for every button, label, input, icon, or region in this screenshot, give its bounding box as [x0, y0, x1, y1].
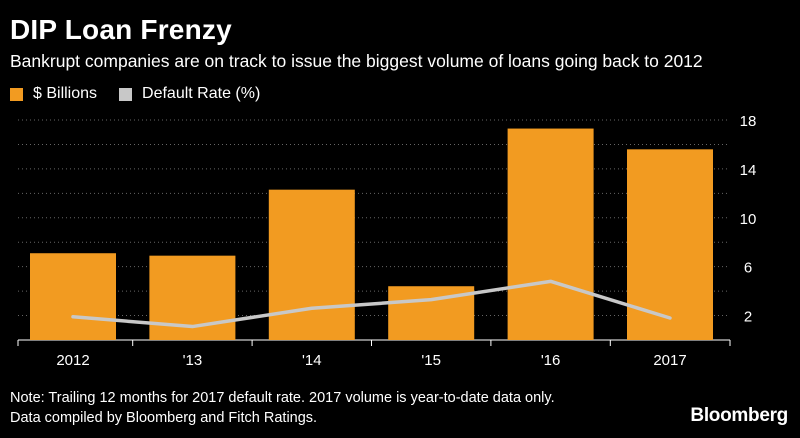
- y-tick-label: 10: [740, 211, 757, 228]
- legend: $ Billions Default Rate (%): [10, 85, 282, 103]
- footnote-line-1: Note: Trailing 12 months for 2017 defaul…: [10, 390, 555, 406]
- x-tick-label: 2012: [56, 352, 89, 369]
- legend-item-default-rate: Default Rate (%): [119, 85, 260, 103]
- footnote: Note: Trailing 12 months for 2017 defaul…: [10, 388, 555, 428]
- chart-subtitle: Bankrupt companies are on track to issue…: [10, 51, 703, 71]
- footnote-line-2: Data compiled by Bloomberg and Fitch Rat…: [10, 410, 318, 426]
- legend-swatch-default-rate: [119, 87, 133, 101]
- bar-5: [627, 149, 713, 340]
- y-tick-label: 14: [740, 162, 757, 179]
- bar-2: [268, 189, 355, 340]
- x-tick-label: '13: [183, 352, 203, 369]
- legend-item-billions: $ Billions: [10, 85, 97, 103]
- chart-title: DIP Loan Frenzy: [10, 14, 232, 45]
- y-tick-label: 6: [744, 260, 752, 277]
- bloomberg-logo: Bloomberg: [690, 405, 788, 426]
- y-tick-label: 2: [744, 309, 752, 326]
- x-tick-label: 2017: [653, 352, 686, 369]
- x-tick-label: '14: [302, 352, 322, 369]
- y-tick-label: 18: [740, 113, 757, 130]
- legend-label-billions: $ Billions: [33, 85, 98, 102]
- x-tick-label: '16: [541, 352, 561, 369]
- default-rate-line: [71, 279, 672, 329]
- legend-label-default-rate: Default Rate (%): [142, 85, 261, 102]
- bar-4: [507, 128, 594, 340]
- x-tick-label: '15: [421, 352, 441, 369]
- bar-0: [30, 253, 116, 340]
- legend-swatch-billions: [10, 87, 23, 101]
